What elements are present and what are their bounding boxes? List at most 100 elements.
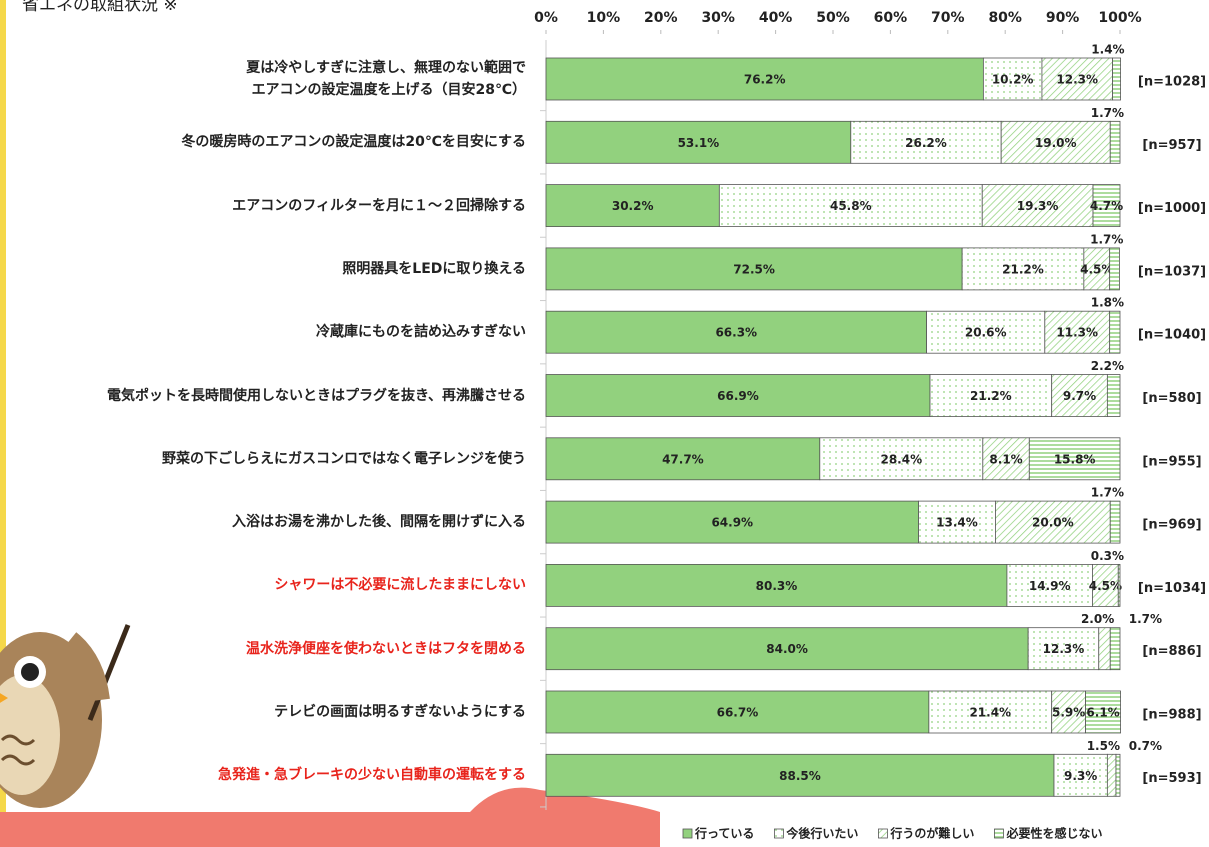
bar-segment <box>1109 310 1121 354</box>
value-label: 4.5% <box>1089 579 1122 593</box>
bar-segment <box>1027 627 1100 671</box>
value-label: 21.2% <box>1002 262 1044 276</box>
bar-segment <box>1092 184 1121 228</box>
value-label: 13.4% <box>936 516 978 530</box>
page-title: 省エネの取組状況 ※ <box>22 0 178 15</box>
value-label: 26.2% <box>905 136 947 150</box>
n-label: [n=1040] <box>1138 328 1206 343</box>
n-label: [n=1037] <box>1138 264 1206 279</box>
n-label: [n=957] <box>1142 138 1201 153</box>
value-label: 72.5% <box>733 262 775 276</box>
value-label: 9.3% <box>1064 769 1097 783</box>
bar-segment <box>1044 310 1111 354</box>
value-label: 9.7% <box>1063 389 1096 403</box>
value-label: 5.9% <box>1052 706 1085 720</box>
category-label: 入浴はお湯を沸かした後、間隔を開けずに入る <box>232 514 526 531</box>
bar-segment <box>1083 247 1111 291</box>
value-label: 6.1% <box>1086 706 1119 720</box>
bar-segment <box>1051 374 1108 417</box>
value-label: 30.2% <box>612 199 654 213</box>
legend-label: 行っている <box>694 826 754 841</box>
value-label: 0.7% <box>1129 739 1162 753</box>
value-label: 4.5% <box>1080 262 1113 276</box>
category-label: テレビの画面は明るすぎないようにする <box>274 704 526 720</box>
x-tick-label: 80% <box>988 10 1022 26</box>
bar-segment <box>929 374 1053 417</box>
bar-segment <box>545 690 930 734</box>
x-tick-label: 50% <box>816 10 850 26</box>
value-label: 10.2% <box>992 73 1034 87</box>
n-label: [n=969] <box>1142 518 1201 533</box>
bar-segment <box>918 500 996 544</box>
value-label: 66.3% <box>715 326 757 340</box>
category-label: 急発進・急ブレーキの少ない自動車の運転をする <box>218 767 526 784</box>
x-tick-label: 20% <box>644 10 678 26</box>
value-label: 20.0% <box>1032 516 1074 530</box>
value-label: 66.9% <box>717 389 759 403</box>
value-label: 2.0% <box>1081 612 1114 626</box>
value-label: 88.5% <box>779 769 821 783</box>
category-label: 野菜の下ごしらえにガスコンロではなく電子レンジを使う <box>162 450 526 467</box>
category-label: 冬の暖房時のエアコンの設定温度は20℃を目安にする <box>181 134 526 151</box>
legend-swatch <box>682 828 693 839</box>
value-label: 0.3% <box>1091 549 1124 563</box>
x-tick-label: 100% <box>1098 10 1141 26</box>
bar-segment <box>545 627 1029 671</box>
bar-segment <box>928 690 1053 734</box>
bar-segment <box>1106 753 1117 797</box>
value-label: 1.8% <box>1091 296 1124 310</box>
bar-segment <box>1117 564 1121 607</box>
n-label: [n=580] <box>1142 391 1201 406</box>
value-label: 1.5% <box>1087 739 1120 753</box>
bar-segment <box>995 500 1111 544</box>
value-label: 45.8% <box>830 199 872 213</box>
value-label: 84.0% <box>766 642 808 656</box>
bar-segment <box>1115 753 1121 797</box>
bar-segment <box>1053 753 1108 797</box>
bar-segment <box>718 184 983 228</box>
bar-segment <box>961 247 1085 291</box>
legend-swatch <box>774 828 784 839</box>
bar-segment <box>1092 564 1119 607</box>
legend-label: 今後行いたい <box>785 826 858 841</box>
category-label: シャワーは不必要に流したままにしない <box>274 577 526 594</box>
value-label: 4.7% <box>1090 199 1123 213</box>
value-label: 12.3% <box>1043 642 1085 656</box>
bar-segment <box>545 184 720 228</box>
speech-bubble <box>0 787 660 847</box>
bar-segment <box>1109 247 1120 291</box>
category-label: エアコンのフィルターを月に１～２回掃除する <box>232 197 526 214</box>
bar-segment <box>926 310 1046 354</box>
x-tick-label: 70% <box>931 10 965 26</box>
n-label: [n=955] <box>1142 454 1201 469</box>
n-label: [n=1028] <box>1138 75 1206 90</box>
bar-segment <box>1106 374 1121 417</box>
value-label: 80.3% <box>756 579 798 593</box>
bar-segment <box>981 184 1094 228</box>
value-label: 1.4% <box>1091 43 1124 57</box>
value-label: 1.7% <box>1090 232 1123 246</box>
bar-segment <box>1109 120 1121 164</box>
value-label: 15.8% <box>1054 452 1096 466</box>
legend-label: 必要性を感じない <box>1005 826 1102 841</box>
x-tick-label: 0% <box>534 10 558 26</box>
bar-segment <box>545 437 821 481</box>
value-label: 21.4% <box>969 706 1011 720</box>
value-label: 2.2% <box>1091 359 1124 373</box>
bar-segment <box>545 57 984 101</box>
n-label: [n=593] <box>1142 771 1201 786</box>
bar-segment <box>1028 437 1121 481</box>
bar-segment <box>1051 690 1086 734</box>
value-label: 1.7% <box>1091 106 1124 120</box>
value-label: 28.4% <box>880 452 922 466</box>
legend-swatch <box>994 828 1004 839</box>
bar-segment <box>1085 690 1121 734</box>
legend-label: 行うのが難しい <box>889 826 974 841</box>
value-label: 21.2% <box>970 389 1012 403</box>
category-label: 冷蔵庫にものを詰め込みすぎない <box>316 324 526 341</box>
bar-segment <box>1109 500 1121 544</box>
n-label: [n=886] <box>1142 644 1201 659</box>
value-label: 11.3% <box>1056 326 1098 340</box>
n-label: [n=988] <box>1142 708 1201 723</box>
